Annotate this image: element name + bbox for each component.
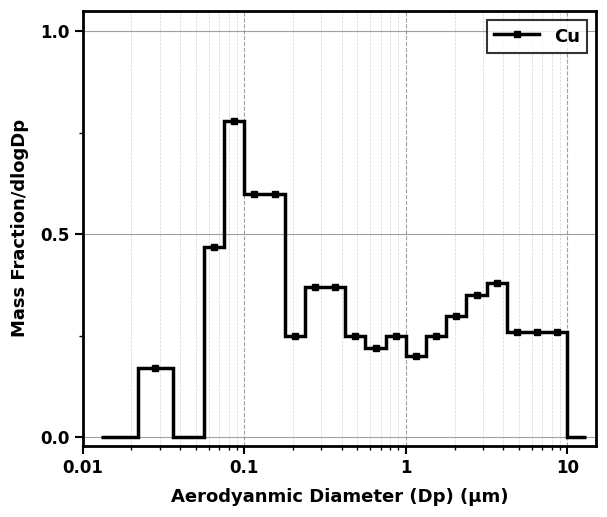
- Y-axis label: Mass Fraction/dlogDp: Mass Fraction/dlogDp: [11, 119, 29, 338]
- Legend: Cu: Cu: [487, 20, 587, 53]
- X-axis label: Aerodyanmic Diameter (Dp) (μm): Aerodyanmic Diameter (Dp) (μm): [171, 488, 508, 506]
